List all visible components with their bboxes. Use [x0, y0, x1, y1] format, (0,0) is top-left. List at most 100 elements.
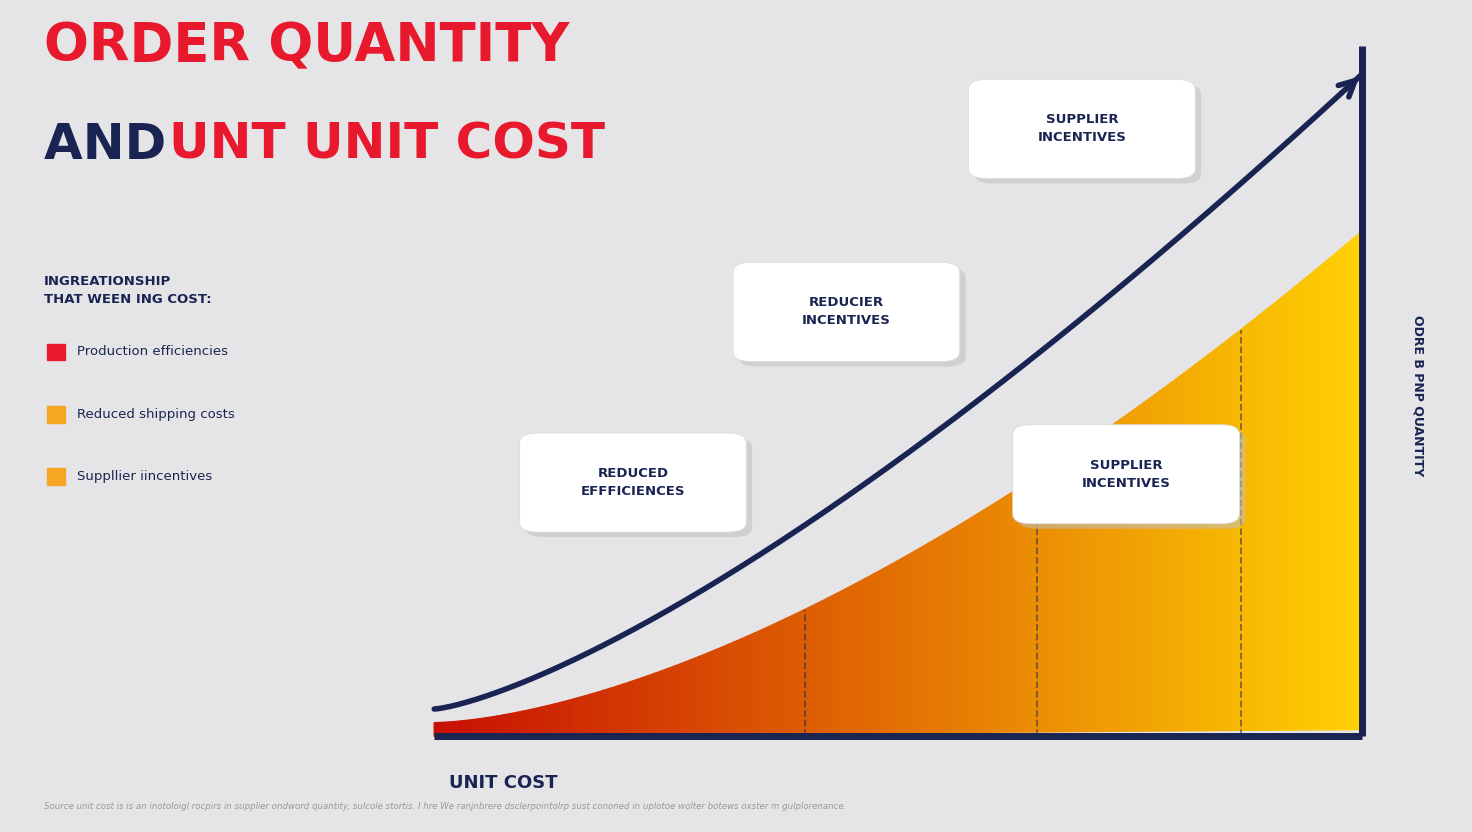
Polygon shape [783, 619, 785, 734]
Polygon shape [1041, 471, 1045, 732]
Polygon shape [571, 699, 574, 735]
Polygon shape [630, 681, 634, 735]
Polygon shape [1338, 247, 1342, 730]
Polygon shape [499, 715, 503, 735]
Polygon shape [450, 721, 455, 736]
Polygon shape [923, 544, 927, 733]
Polygon shape [735, 641, 736, 734]
Polygon shape [939, 536, 941, 733]
Polygon shape [1153, 393, 1157, 731]
Polygon shape [1197, 360, 1201, 730]
Polygon shape [801, 610, 804, 734]
Polygon shape [997, 499, 1001, 732]
Polygon shape [1331, 255, 1334, 730]
Polygon shape [836, 592, 841, 733]
Polygon shape [976, 513, 977, 732]
Polygon shape [796, 611, 801, 734]
Polygon shape [864, 577, 867, 733]
Polygon shape [618, 685, 623, 735]
Polygon shape [977, 511, 983, 732]
Polygon shape [1057, 461, 1060, 731]
FancyBboxPatch shape [733, 262, 960, 361]
Polygon shape [1245, 323, 1250, 730]
Polygon shape [1039, 473, 1041, 732]
Polygon shape [736, 639, 740, 734]
Polygon shape [498, 716, 499, 735]
Polygon shape [1334, 251, 1338, 730]
FancyBboxPatch shape [739, 268, 966, 366]
Polygon shape [1176, 378, 1178, 730]
Polygon shape [1060, 458, 1064, 731]
Polygon shape [708, 651, 711, 735]
Polygon shape [623, 684, 624, 735]
Polygon shape [1004, 495, 1008, 732]
Polygon shape [711, 650, 715, 735]
Polygon shape [1276, 300, 1278, 730]
Polygon shape [580, 696, 586, 735]
Polygon shape [1138, 404, 1141, 731]
Polygon shape [989, 505, 992, 732]
Polygon shape [643, 676, 648, 735]
Polygon shape [562, 701, 567, 735]
Bar [47, 468, 65, 485]
Polygon shape [1313, 270, 1314, 730]
Polygon shape [855, 582, 860, 733]
Polygon shape [578, 697, 580, 735]
Polygon shape [1301, 278, 1306, 730]
Polygon shape [952, 527, 957, 732]
Polygon shape [1160, 388, 1164, 731]
Polygon shape [634, 680, 636, 735]
Polygon shape [929, 540, 933, 733]
Text: SUPPLIER
INCENTIVES: SUPPLIER INCENTIVES [1038, 113, 1126, 145]
Polygon shape [1097, 433, 1101, 731]
Polygon shape [715, 649, 718, 735]
Polygon shape [1294, 285, 1297, 730]
Polygon shape [1120, 418, 1122, 731]
Polygon shape [1222, 340, 1226, 730]
Polygon shape [1016, 488, 1020, 732]
Text: REDUCED
EFFFICIENCES: REDUCED EFFFICIENCES [581, 467, 684, 498]
Polygon shape [518, 711, 523, 735]
Polygon shape [598, 691, 599, 735]
Polygon shape [1234, 332, 1238, 730]
Polygon shape [841, 589, 845, 733]
Polygon shape [674, 665, 679, 735]
Polygon shape [1320, 263, 1325, 730]
Polygon shape [879, 569, 883, 733]
Polygon shape [442, 722, 443, 736]
Polygon shape [755, 631, 760, 734]
Polygon shape [523, 711, 526, 735]
Polygon shape [808, 607, 811, 734]
Polygon shape [648, 674, 652, 735]
Polygon shape [752, 633, 755, 734]
Polygon shape [1108, 424, 1113, 731]
Polygon shape [696, 656, 699, 735]
Polygon shape [1145, 398, 1150, 731]
Polygon shape [447, 722, 450, 736]
Text: Reduced shipping costs: Reduced shipping costs [77, 408, 234, 421]
Polygon shape [526, 710, 530, 735]
Polygon shape [662, 669, 667, 735]
Polygon shape [599, 691, 604, 735]
Polygon shape [1201, 359, 1204, 730]
Polygon shape [1083, 444, 1085, 731]
Polygon shape [904, 555, 908, 733]
Polygon shape [860, 579, 864, 733]
FancyBboxPatch shape [974, 84, 1201, 184]
Polygon shape [548, 705, 553, 735]
Polygon shape [1326, 257, 1331, 730]
Polygon shape [960, 522, 964, 732]
Polygon shape [871, 574, 873, 733]
Polygon shape [972, 515, 976, 732]
Polygon shape [815, 603, 818, 734]
Polygon shape [1232, 335, 1234, 730]
Text: ORDER QUANTITY: ORDER QUANTITY [44, 21, 570, 73]
Polygon shape [534, 708, 536, 735]
Polygon shape [553, 704, 555, 735]
Polygon shape [1309, 272, 1313, 730]
FancyBboxPatch shape [1019, 429, 1245, 529]
FancyBboxPatch shape [1013, 424, 1239, 524]
Polygon shape [885, 565, 889, 733]
Text: INGREATIONSHIP
THAT WEEN ING COST:: INGREATIONSHIP THAT WEEN ING COST: [44, 275, 212, 305]
Polygon shape [592, 692, 598, 735]
